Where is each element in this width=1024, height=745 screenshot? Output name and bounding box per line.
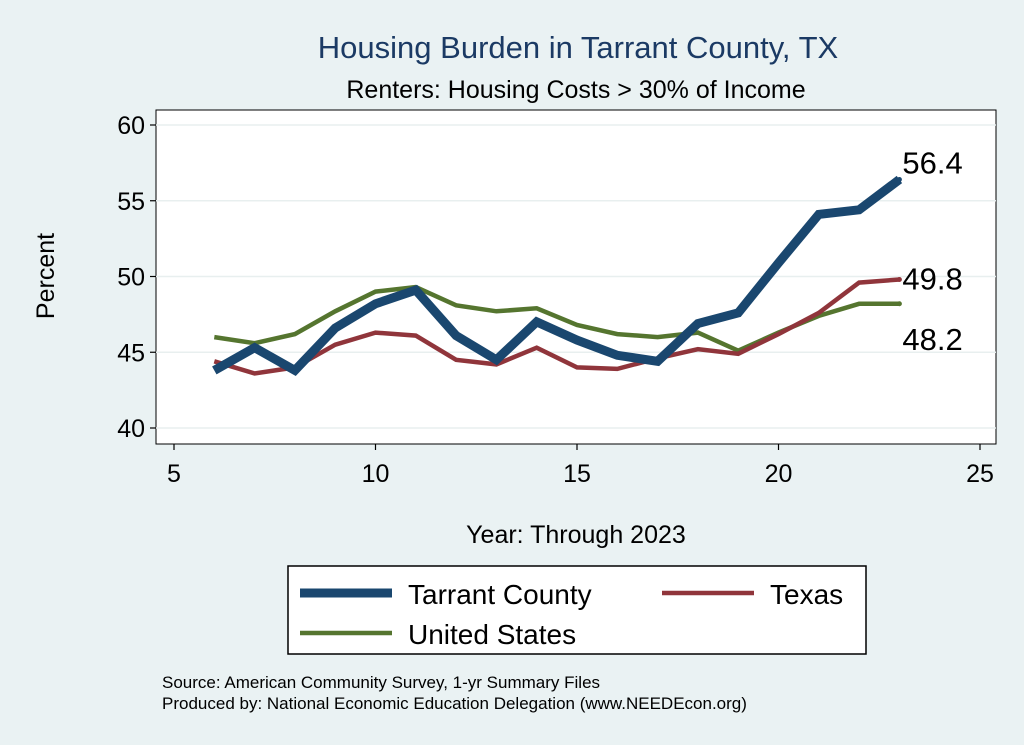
producer-note: Produced by: National Economic Education… (162, 694, 747, 713)
end-value-label: 48.2 (902, 322, 962, 357)
chart-subtitle: Renters: Housing Costs > 30% of Income (346, 76, 805, 104)
series-line-tarrant-county (212, 175, 903, 377)
end-point-marker (896, 277, 902, 283)
y-tick-label: 45 (117, 339, 145, 367)
legend-label: Texas (770, 579, 843, 610)
end-point-marker (896, 301, 902, 307)
x-tick-label: 25 (966, 460, 994, 488)
axes: 40 45 50 55 60 5 10 15 20 25 (117, 112, 994, 488)
legend-box (287, 565, 867, 655)
chart-title: Housing Burden in Tarrant County, TX (318, 30, 839, 65)
end-labels: 56.4 49.8 48.2 (896, 146, 963, 357)
series-line-texas (213, 277, 900, 376)
legend: Tarrant County Texas United States (287, 565, 867, 655)
x-tick-label: 20 (765, 460, 793, 488)
end-value-label: 49.8 (902, 262, 962, 297)
legend-label: United States (408, 619, 576, 650)
legend-label: Tarrant County (408, 579, 592, 610)
end-point-marker (896, 177, 902, 183)
grid-lines (156, 124, 996, 429)
end-value-label: 56.4 (902, 146, 962, 181)
series-group (212, 175, 903, 377)
x-tick-label: 5 (167, 460, 181, 488)
x-tick-label: 10 (362, 460, 390, 488)
y-tick-label: 55 (117, 188, 145, 216)
y-axis-title: Percent (32, 233, 60, 319)
source-note: Source: American Community Survey, 1-yr … (162, 673, 600, 692)
y-tick-label: 40 (117, 415, 145, 443)
y-tick-label: 60 (117, 112, 145, 140)
x-axis-title: Year: Through 2023 (466, 521, 686, 549)
x-tick-label: 15 (563, 460, 591, 488)
y-tick-label: 50 (117, 264, 145, 292)
